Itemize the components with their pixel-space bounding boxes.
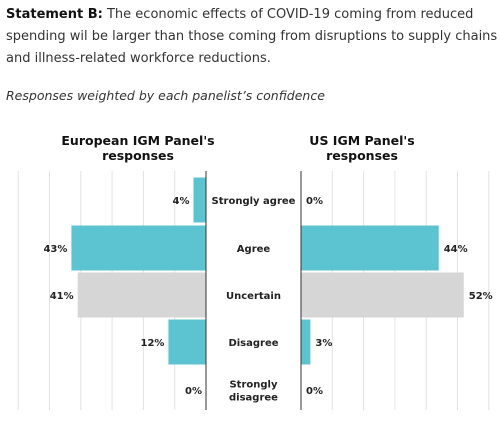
eu-value-label-strongly-disagree: 0% — [185, 386, 202, 397]
category-label-line: Disagree — [228, 338, 278, 349]
european-panel-title: European IGM Panel's responses — [61, 133, 215, 163]
us-bar-agree — [301, 225, 439, 271]
eu-value-label-disagree: 12% — [141, 338, 165, 349]
eu-bar-agree — [71, 225, 206, 271]
chart-subtitle: Responses weighted by each panelist’s co… — [6, 88, 325, 103]
category-label-line: Uncertain — [226, 291, 281, 302]
us-value-label-strongly-agree: 0% — [306, 196, 323, 207]
category-label-line: Strongly agree — [212, 196, 296, 207]
eu-bar-strongly-agree — [193, 177, 206, 223]
category-label-disagree: Disagree — [228, 338, 278, 349]
statement-text: The economic effects of COVID-19 coming … — [6, 7, 498, 66]
category-label-agree: Agree — [237, 244, 271, 255]
us-panel-title: US IGM Panel's responses — [309, 133, 415, 163]
category-label-uncertain: Uncertain — [226, 291, 281, 302]
eu-value-label-agree: 43% — [43, 244, 67, 255]
statement-label: Statement B: — [6, 7, 103, 22]
category-label-strongly-disagree: Strongly disagree — [229, 380, 278, 404]
eu-value-label-uncertain: 41% — [50, 291, 74, 302]
us-value-label-strongly-disagree: 0% — [306, 386, 323, 397]
us-value-label-disagree: 3% — [315, 338, 332, 349]
eu-bar-disagree — [168, 319, 206, 365]
us-bar-disagree — [301, 319, 311, 365]
category-label-strongly-agree: Strongly agree — [212, 196, 296, 207]
eu-bar-uncertain — [77, 272, 206, 318]
us-value-label-agree: 44% — [444, 244, 468, 255]
us-bar-uncertain — [301, 272, 464, 318]
statement: Statement B: The economic effects of COV… — [6, 4, 500, 70]
eu-value-label-strongly-agree: 4% — [172, 196, 189, 207]
us-value-label-uncertain: 52% — [469, 291, 493, 302]
category-label-line: disagree — [229, 393, 278, 404]
category-label-line: Agree — [237, 244, 271, 255]
category-label-line: Strongly — [229, 380, 277, 391]
